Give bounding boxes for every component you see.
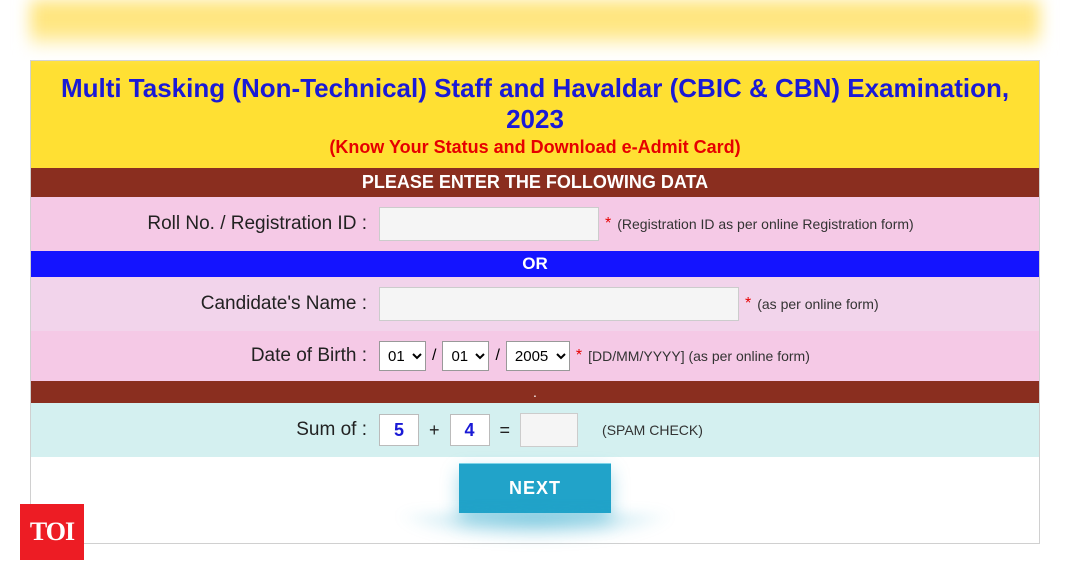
- form-header: Multi Tasking (Non-Technical) Staff and …: [31, 61, 1039, 168]
- exam-title: Multi Tasking (Non-Technical) Staff and …: [41, 73, 1029, 135]
- dob-sep-1: /: [432, 347, 436, 365]
- exam-subtitle: (Know Your Status and Download e-Admit C…: [41, 137, 1029, 158]
- dob-sep-2: /: [495, 347, 499, 365]
- captcha-num-2: 4: [450, 414, 490, 446]
- candidate-name-hint: (as per online form): [757, 296, 878, 312]
- captcha-num-1: 5: [379, 414, 419, 446]
- row-candidate-name: Candidate's Name : * (as per online form…: [31, 277, 1039, 331]
- toi-logo: TOI: [20, 504, 84, 560]
- roll-no-input[interactable]: [379, 207, 599, 241]
- candidate-name-input[interactable]: [379, 287, 739, 321]
- top-blurred-banner: [30, 0, 1040, 50]
- roll-no-hint: (Registration ID as per online Registrat…: [617, 216, 913, 232]
- next-button[interactable]: NEXT: [459, 463, 611, 513]
- row-dob: Date of Birth : 01 / 01 / 2005 * [DD/MM/…: [31, 331, 1039, 381]
- captcha-label: Sum of :: [39, 419, 379, 441]
- candidate-name-label: Candidate's Name :: [39, 293, 379, 315]
- dob-year-select[interactable]: 2005: [506, 341, 570, 371]
- dob-hint: [DD/MM/YYYY] (as per online form): [588, 348, 810, 364]
- roll-no-label: Roll No. / Registration ID :: [39, 213, 379, 235]
- row-roll-no: Roll No. / Registration ID : * (Registra…: [31, 197, 1039, 251]
- asterisk-icon: *: [576, 347, 582, 365]
- dob-label: Date of Birth :: [39, 345, 379, 367]
- roll-no-value-cell: * (Registration ID as per online Registr…: [379, 207, 1031, 241]
- captcha-plus: +: [425, 420, 444, 441]
- captcha-equals: =: [496, 420, 515, 441]
- row-captcha: Sum of : 5 + 4 = (SPAM CHECK): [31, 403, 1039, 457]
- dob-value-cell: 01 / 01 / 2005 * [DD/MM/YYYY] (as per on…: [379, 341, 1031, 371]
- section-enter-data: PLEASE ENTER THE FOLLOWING DATA: [31, 168, 1039, 197]
- section-separator: .: [31, 381, 1039, 403]
- form-container: Multi Tasking (Non-Technical) Staff and …: [30, 60, 1040, 544]
- captcha-hint: (SPAM CHECK): [602, 422, 703, 438]
- candidate-name-value-cell: * (as per online form): [379, 287, 1031, 321]
- dob-day-select[interactable]: 01: [379, 341, 426, 371]
- section-or: OR: [31, 251, 1039, 277]
- button-shadow: [395, 513, 675, 543]
- asterisk-icon: *: [605, 215, 611, 233]
- dob-month-select[interactable]: 01: [442, 341, 489, 371]
- captcha-value-cell: 5 + 4 = (SPAM CHECK): [379, 413, 1031, 447]
- button-row: NEXT: [31, 457, 1039, 543]
- asterisk-icon: *: [745, 295, 751, 313]
- captcha-answer-input[interactable]: [520, 413, 578, 447]
